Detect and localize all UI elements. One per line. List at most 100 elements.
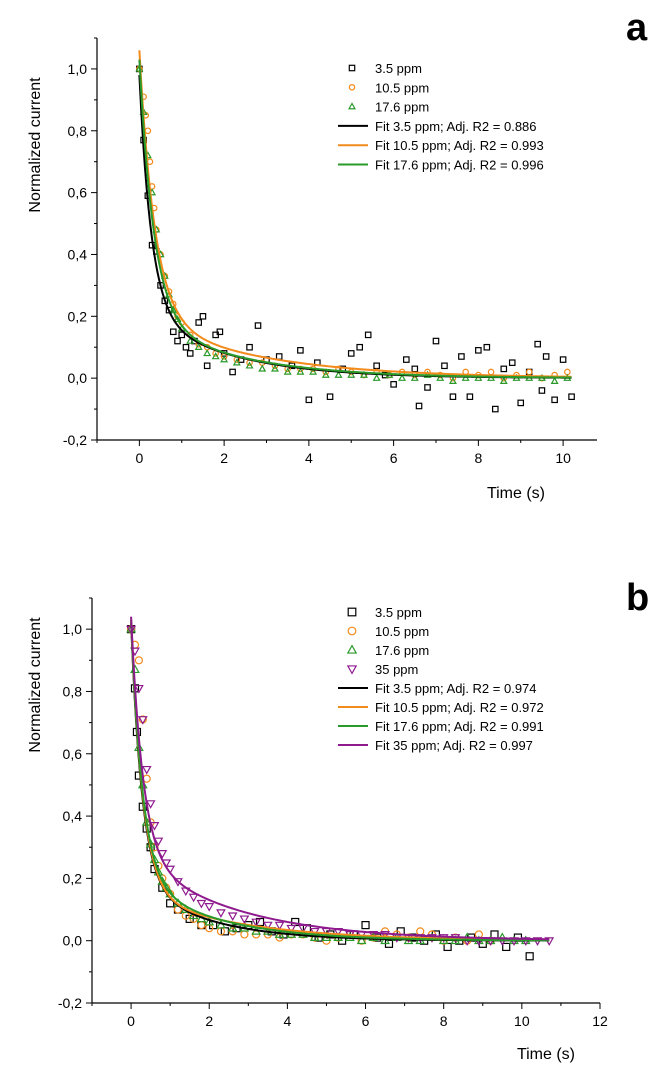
data-point xyxy=(542,353,550,360)
x-tick-label: 6 xyxy=(390,450,398,466)
legend-marker xyxy=(348,84,356,91)
scatter-series-1 xyxy=(136,65,571,382)
data-point xyxy=(240,930,249,939)
legend-marker xyxy=(346,665,358,675)
data-point xyxy=(186,336,195,344)
data-point xyxy=(356,935,367,945)
legend-label: 3.5 ppm xyxy=(375,605,422,620)
legend-marker xyxy=(347,626,357,636)
legend-label: Fit 17.6 ppm; Adj. R2 = 0.996 xyxy=(375,158,544,173)
data-point xyxy=(305,396,313,404)
data-point xyxy=(203,349,212,357)
data-point xyxy=(195,319,202,326)
y-tick-label: 1,0 xyxy=(63,621,83,637)
panel-b-plot-area: -0,2 0,0 0,2 0,4 0,6 0,8 1,0 0 2 4 6 8 10 12 3.5 ppm 10… xyxy=(58,597,608,1029)
data-point xyxy=(178,331,186,339)
data-point xyxy=(364,331,372,339)
data-point xyxy=(137,716,148,725)
y-tick-label: 0,8 xyxy=(63,683,83,699)
data-point xyxy=(359,370,368,378)
panel-a-chart: a Normalized current Time (s) -0,2 0,0 0,2… xyxy=(27,7,648,502)
panel-b-y-axis-title: Normalized current xyxy=(27,617,44,753)
legend-label: 17.6 ppm xyxy=(375,643,429,658)
legend: 3.5 ppm 10.5 ppm 17.6 ppm Fit 3.5 ppm; Adj.… xyxy=(338,61,544,173)
data-point xyxy=(297,347,304,354)
data-point xyxy=(262,921,273,931)
y-tick-label: 0,0 xyxy=(68,370,88,386)
data-point xyxy=(274,921,285,931)
scatter-series-2 xyxy=(135,64,572,385)
data-point xyxy=(568,393,575,401)
data-point xyxy=(449,393,457,401)
y-tick-label: 0,8 xyxy=(68,123,88,139)
legend-label: 10.5 ppm xyxy=(375,624,429,639)
data-point xyxy=(403,356,410,363)
data-point xyxy=(361,921,370,930)
data-point xyxy=(134,684,144,694)
data-point xyxy=(380,931,390,940)
data-point xyxy=(216,328,224,336)
data-point xyxy=(492,405,499,413)
data-point xyxy=(149,822,160,831)
data-point xyxy=(196,899,207,909)
data-point xyxy=(220,355,229,363)
legend-label: 3.5 ppm xyxy=(375,61,422,76)
data-point xyxy=(441,362,448,370)
data-point xyxy=(309,367,318,375)
fit-curve-1 xyxy=(138,50,572,378)
data-point xyxy=(246,343,253,351)
panel-a-x-axis-title: Time (s) xyxy=(487,485,545,502)
data-point xyxy=(182,343,190,351)
data-point xyxy=(134,656,143,665)
data-point xyxy=(525,952,534,961)
data-point xyxy=(466,393,474,401)
data-point xyxy=(372,373,381,381)
data-point xyxy=(483,343,491,351)
data-point xyxy=(251,918,262,928)
y-tick-label: 0,4 xyxy=(68,246,88,262)
data-point xyxy=(194,342,203,350)
legend-marker xyxy=(346,644,358,654)
x-tick-label: 8 xyxy=(440,1013,448,1029)
data-point xyxy=(173,315,182,323)
data-point xyxy=(448,376,457,385)
legend-label: 10.5 ppm xyxy=(375,80,429,95)
data-point xyxy=(227,922,238,932)
data-point xyxy=(499,376,508,385)
panel-a-y-axis-title: Normalized current xyxy=(27,77,44,213)
data-point xyxy=(245,361,254,369)
data-point xyxy=(141,765,152,775)
data-point xyxy=(227,912,238,922)
data-point xyxy=(188,893,199,903)
fit-curve-2 xyxy=(130,619,550,942)
y-tick-label: -0,2 xyxy=(63,432,87,448)
data-point xyxy=(517,399,525,407)
data-point xyxy=(321,370,330,378)
panel-b-label: b xyxy=(626,577,649,619)
data-point xyxy=(270,364,279,372)
data-point xyxy=(559,356,567,363)
x-tick-label: 8 xyxy=(474,450,482,466)
data-point xyxy=(411,365,419,373)
data-point xyxy=(398,373,407,381)
data-point xyxy=(216,909,226,918)
legend-marker xyxy=(348,64,356,72)
x-tick-label: 0 xyxy=(127,1013,135,1029)
data-point xyxy=(508,359,516,366)
data-point xyxy=(286,924,297,934)
data-point xyxy=(500,365,508,373)
data-point xyxy=(296,367,305,375)
panel-a-plot-area: -0,2 0,0 0,2 0,4 0,6 0,8 1,0 0 2 4 6 8 10 3.5 ppm 10.5… xyxy=(63,37,597,466)
data-point xyxy=(432,337,440,345)
y-tick-label: 0,2 xyxy=(63,870,83,886)
data-point xyxy=(204,903,215,912)
panel-a-label: a xyxy=(626,7,648,49)
y-tick-label: 1,0 xyxy=(68,61,88,77)
data-point xyxy=(275,353,283,360)
y-tick-label: 0,2 xyxy=(68,308,88,324)
data-point xyxy=(197,921,206,930)
x-tick-label: 0 xyxy=(135,450,143,466)
data-point xyxy=(436,373,445,381)
fit-curve-3 xyxy=(130,616,550,941)
